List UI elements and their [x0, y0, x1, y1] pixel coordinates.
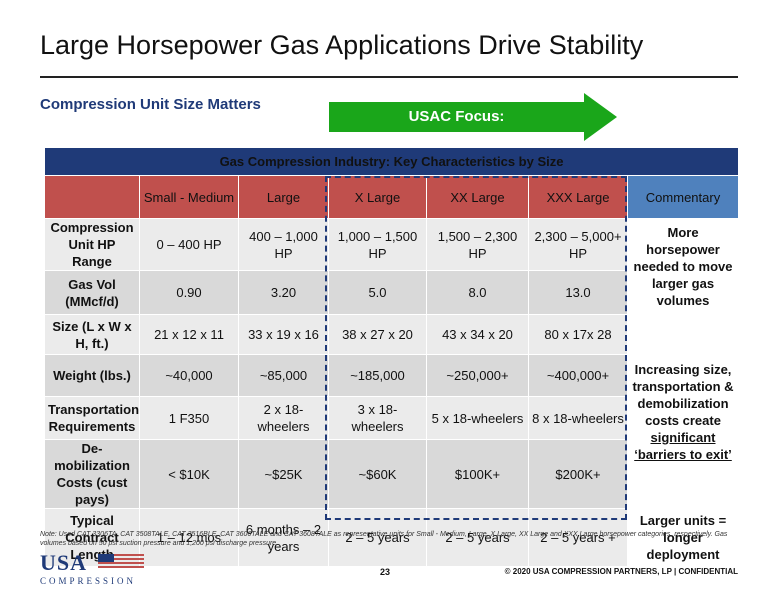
table-cell: $100K+ [426, 439, 529, 509]
table-cell: 38 x 27 x 20 [328, 314, 427, 355]
col-header-xx-large: XX Large [426, 175, 529, 219]
table-cell: 3 x 18-wheelers [328, 396, 427, 440]
col-header-x-large: X Large [328, 175, 427, 219]
table-cell: ~40,000 [139, 354, 239, 397]
focus-arrow-label: USAC Focus: [408, 108, 505, 125]
title-divider [40, 76, 738, 78]
table-cell: 8.0 [426, 270, 529, 315]
table-cell: 43 x 34 x 20 [426, 314, 529, 355]
row-label: Size (L x W x H, ft.) [44, 314, 140, 355]
table-row: Transportation Requirements 1 F350 2 x 1… [44, 396, 739, 440]
table-row: De-mobilization Costs (cust pays) < $10K… [44, 439, 739, 509]
col-header-large: Large [238, 175, 329, 219]
category-corner [44, 175, 140, 219]
commentary-text: Increasing size, transportation & demobi… [632, 361, 734, 428]
table-header-row: Gas Compression Industry: Key Characteri… [43, 147, 740, 176]
table-cell: $200K+ [528, 439, 628, 509]
table-cell: 1,500 – 2,300 HP [426, 218, 529, 271]
table-cell: < $10K [139, 439, 239, 509]
commentary-cell: Increasing size, transportation & demobi… [626, 314, 740, 509]
focus-arrow-icon [329, 93, 617, 141]
table-cell: ~85,000 [238, 354, 329, 397]
commentary-cell: More horsepower needed to move larger ga… [626, 218, 740, 315]
table-row: Size (L x W x H, ft.) 21 x 12 x 11 33 x … [44, 314, 740, 509]
table-cell: ~$25K [238, 439, 329, 509]
table-cell: 13.0 [528, 270, 628, 315]
table-cell: ~185,000 [328, 354, 427, 397]
logo-subtext: COMPRESSION [40, 576, 137, 586]
table-cell: ~250,000+ [426, 354, 529, 397]
table-cell: 5.0 [328, 270, 427, 315]
table-cell: 1 – 12 mos [139, 508, 239, 567]
table-cell: 400 – 1,000 HP [238, 218, 329, 271]
table-cell: 0.90 [139, 270, 239, 315]
col-header-small-medium: Small - Medium [139, 175, 239, 219]
table-cell: 2 x 18-wheelers [238, 396, 329, 440]
commentary-cell: Larger units = longer deployment [626, 508, 740, 567]
table-row: Weight (lbs.) ~40,000 ~85,000 ~185,000 ~… [44, 354, 739, 397]
flag-icon [98, 554, 144, 568]
logo-wordmark: USA [40, 550, 88, 575]
row-label: Typical Contract Length [44, 508, 140, 567]
table-cell: ~400,000+ [528, 354, 628, 397]
table-cell: 3.20 [238, 270, 329, 315]
category-row: Small - Medium Large X Large XX Large XX… [44, 175, 740, 219]
company-logo: USA COMPRESSION [40, 552, 144, 586]
row-label: Weight (lbs.) [44, 354, 140, 397]
table-cell: 1 F350 [139, 396, 239, 440]
row-label: De-mobilization Costs (cust pays) [44, 439, 140, 509]
table-cell: 1,000 – 1,500 HP [328, 218, 427, 271]
table-cell: ~$60K [328, 439, 427, 509]
row-label: Transportation Requirements [44, 396, 140, 440]
table-cell: 6 months – 2 years [238, 508, 329, 567]
commentary-emphasis: significant ‘barriers to exit’ [634, 429, 732, 462]
row-label: Gas Vol (MMcf/d) [44, 270, 140, 315]
table-cell: 33 x 19 x 16 [238, 314, 329, 355]
page-number: 23 [380, 567, 391, 577]
footnote: Note: Used CAT 3306TA, CAT 3508TALE, CAT… [40, 531, 728, 547]
copyright: © 2020 USA COMPRESSION PARTNERS, LP | CO… [504, 567, 738, 576]
table-cell: 21 x 12 x 11 [139, 314, 239, 355]
page-title: Large Horsepower Gas Applications Drive … [40, 30, 644, 60]
table-cell: 5 x 18-wheelers [426, 396, 529, 440]
table-row: Gas Vol (MMcf/d) 0.90 3.20 5.0 8.0 13.0 [44, 270, 739, 315]
col-header-commentary: Commentary [626, 175, 740, 219]
table-row: Compression Unit HP Range 0 – 400 HP 400… [44, 218, 740, 315]
table-cell: 0 – 400 HP [139, 218, 239, 271]
table-header: Gas Compression Industry: Key Characteri… [43, 147, 740, 176]
table-cell: 8 x 18-wheelers [528, 396, 628, 440]
characteristics-table: Gas Compression Industry: Key Characteri… [43, 147, 740, 567]
table-cell: 2,300 – 5,000+ HP [528, 218, 628, 271]
table-cell: 80 x 17x 28 [528, 314, 628, 355]
col-header-xxx-large: XXX Large [528, 175, 628, 219]
table-row: Typical Contract Length 1 – 12 mos 6 mon… [44, 508, 740, 567]
row-label: Compression Unit HP Range [44, 218, 140, 271]
section-subtitle: Compression Unit Size Matters [40, 96, 261, 113]
table-cell: 2 – 5 years [328, 508, 427, 567]
